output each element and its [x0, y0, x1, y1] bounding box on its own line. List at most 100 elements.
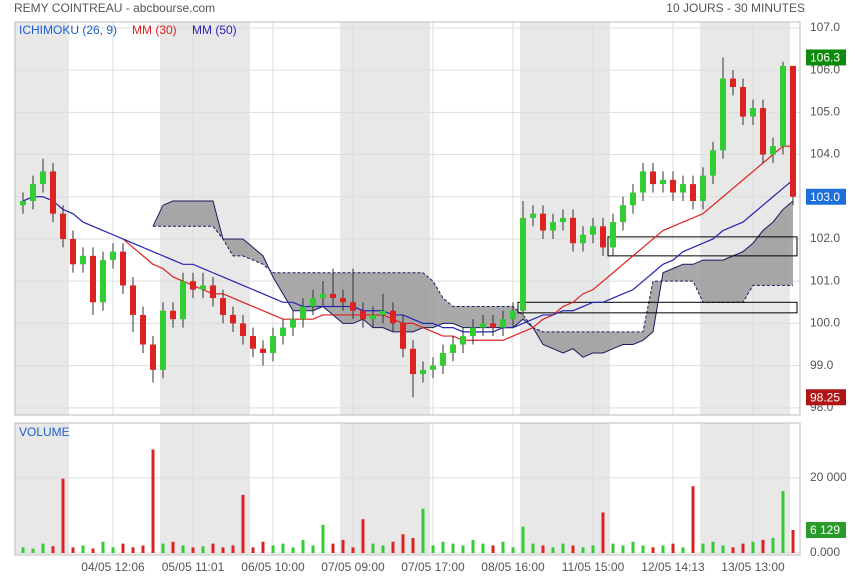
volume-bar: [141, 545, 145, 553]
volume-title: VOLUME: [19, 425, 70, 439]
volume-bar: [271, 545, 275, 553]
candle-body: [320, 293, 326, 299]
volume-bar: [41, 543, 45, 553]
x-tick-label: 08/05 16:00: [481, 560, 545, 574]
volume-bar: [611, 543, 615, 553]
volume-bar: [771, 537, 775, 553]
volume-bar: [91, 548, 95, 553]
candle-body: [260, 348, 266, 353]
volume-bar: [461, 545, 465, 553]
volume-bar: [581, 547, 585, 553]
volume-bar: [111, 547, 115, 553]
volume-bar: [631, 541, 635, 553]
candle-body: [430, 365, 436, 370]
candle-body: [310, 298, 316, 307]
x-tick-label: 13/05 13:00: [721, 560, 785, 574]
volume-bar: [571, 545, 575, 553]
candle-body: [520, 217, 526, 311]
y-tick-label: 99.0: [810, 358, 834, 372]
volume-bar: [101, 541, 105, 553]
candle-body: [680, 184, 686, 193]
candle-body: [300, 306, 306, 320]
volume-bar: [351, 547, 355, 553]
candle-body: [690, 184, 696, 201]
volume-bar: [171, 541, 175, 553]
volume-bar: [651, 547, 655, 553]
y-tick-label: 106.0: [810, 62, 840, 76]
volume-bar: [501, 541, 505, 553]
candle-body: [40, 171, 46, 185]
chart-subtitle: 10 JOURS - 30 MINUTES: [666, 1, 805, 15]
session-band: [700, 423, 790, 554]
volume-bar: [81, 545, 85, 553]
volume-bar: [131, 547, 135, 553]
candle-body: [60, 213, 66, 239]
candle-body: [650, 171, 656, 185]
volume-bar: [691, 486, 695, 553]
candle-body: [610, 222, 616, 248]
chart-title: REMY COINTREAU - abcbourse.com: [14, 1, 215, 15]
candle-body: [750, 108, 756, 117]
volume-bar: [431, 545, 435, 553]
volume-bar: [381, 545, 385, 553]
volume-bar: [671, 543, 675, 553]
session-band: [520, 423, 610, 554]
volume-bar: [661, 545, 665, 553]
volume-bar: [561, 543, 565, 553]
y-tick-label: 0.000: [810, 545, 840, 559]
volume-bar: [311, 545, 315, 553]
volume-bar: [641, 545, 645, 553]
volume-bar: [751, 541, 755, 553]
volume-bar: [401, 534, 405, 553]
volume-bar: [71, 547, 75, 553]
candle-body: [150, 344, 156, 370]
candle-body: [560, 217, 566, 223]
candle-body: [130, 285, 136, 315]
last-marker-box: [806, 188, 846, 205]
y-tick-label: 100.0: [810, 316, 840, 330]
candle-body: [660, 179, 666, 185]
volume-bar: [31, 548, 35, 553]
session-band: [340, 423, 430, 554]
candle-body: [140, 314, 146, 345]
high-marker-box: [806, 49, 846, 66]
volume-bar: [301, 539, 305, 553]
volume-bar: [621, 545, 625, 553]
candle-body: [710, 150, 716, 176]
candle-body: [350, 302, 356, 311]
volume-bar: [411, 537, 415, 553]
volume-bar: [281, 543, 285, 553]
candle-body: [330, 293, 336, 299]
candle-body: [90, 255, 96, 303]
volume-bar: [291, 547, 295, 553]
candle-body: [740, 87, 746, 117]
candle-body: [190, 281, 196, 290]
candle-body: [270, 336, 276, 353]
candle-body: [760, 108, 766, 155]
candle-body: [700, 175, 706, 201]
candle-body: [70, 238, 76, 265]
volume-bar: [451, 543, 455, 553]
x-tick-label: 04/05 12:06: [81, 560, 145, 574]
legend-entry: ICHIMOKU (26, 9): [19, 23, 117, 37]
volume-bar: [711, 541, 715, 553]
candle-body: [630, 192, 636, 206]
volume-bar: [701, 543, 705, 553]
y-tick-label: 102.0: [810, 231, 840, 245]
candle-body: [400, 323, 406, 349]
candle-body: [420, 369, 426, 375]
candle-body: [600, 226, 606, 248]
candle-body: [120, 251, 126, 286]
volume-bar: [61, 478, 65, 553]
volume-bar: [681, 547, 685, 553]
volume-bar: [251, 547, 255, 553]
volume-bar: [791, 529, 795, 553]
volume-bar: [241, 494, 245, 553]
volume-bar: [361, 519, 365, 553]
candle-body: [580, 234, 586, 244]
volume-bar: [601, 512, 605, 553]
candle-body: [720, 78, 726, 151]
volume-last-marker-box: [806, 521, 846, 538]
volume-bar: [541, 545, 545, 553]
